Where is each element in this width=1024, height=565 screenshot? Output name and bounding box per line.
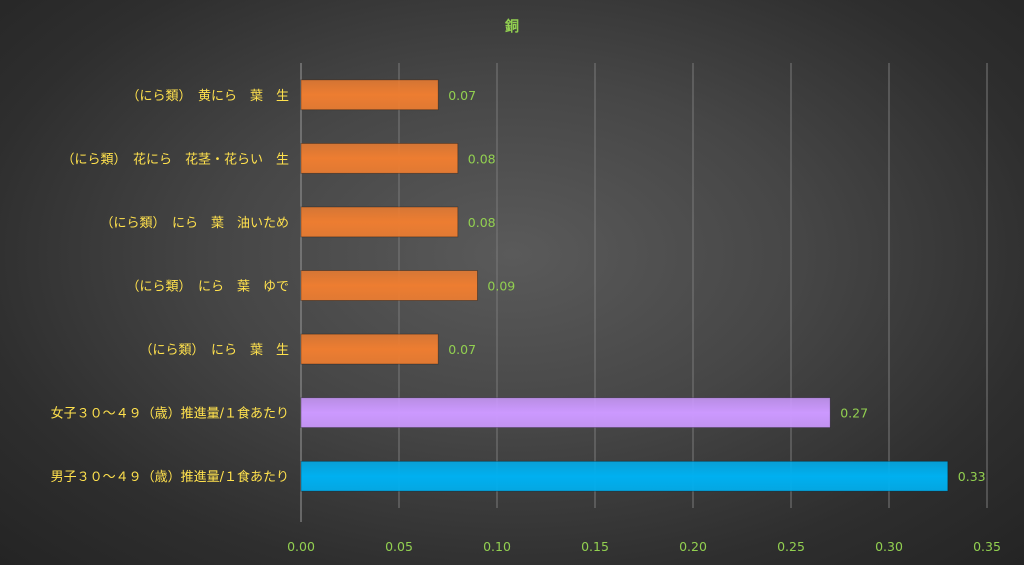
bar <box>300 79 439 111</box>
chart-title: 銅 <box>505 18 519 35</box>
data-label: 0.07 <box>448 342 476 357</box>
data-label: 0.07 <box>448 88 476 103</box>
x-tick-label: 0.20 <box>679 539 707 554</box>
data-labels: 0.07 0.08 0.08 0.09 0.07 0.27 0.33 <box>448 88 985 484</box>
category-label: （にら類） にら 葉 油いため <box>100 216 289 231</box>
x-tick-label: 0.05 <box>385 539 413 554</box>
category-label: 男子３０～４９（歳）推進量/１食あたり <box>51 469 289 485</box>
category-label: 女子３０～４９（歳）推進量/１食あたり <box>51 406 289 422</box>
bar <box>300 206 459 238</box>
bar <box>300 143 459 174</box>
category-labels: （にら類） 黄にら 葉 生 （にら類） 花にら 花茎・花らい 生 （にら類） にら … <box>51 89 289 485</box>
x-tick-label: 0.25 <box>777 539 805 554</box>
x-tick-label: 0.15 <box>581 539 609 554</box>
data-label: 0.08 <box>468 151 496 166</box>
category-label: （にら類） にら 葉 生 <box>139 343 289 358</box>
gridlines <box>300 63 988 522</box>
bar <box>300 397 831 428</box>
x-tick-labels: 0.00 0.05 0.10 0.15 0.20 0.25 0.30 0.35 <box>287 539 1001 554</box>
bars <box>300 79 949 492</box>
data-label: 0.27 <box>840 406 868 421</box>
category-label: （にら類） 花にら 花茎・花らい 生 <box>61 151 289 167</box>
bar <box>300 460 949 492</box>
category-label: （にら類） にら 葉 ゆで <box>126 280 289 295</box>
category-label: （にら類） 黄にら 葉 生 <box>126 89 289 104</box>
data-label: 0.33 <box>958 469 986 484</box>
data-label: 0.09 <box>487 279 515 294</box>
x-tick-label: 0.30 <box>875 539 903 554</box>
x-tick-label: 0.00 <box>287 539 315 554</box>
bar <box>300 270 478 301</box>
x-tick-label: 0.10 <box>483 539 511 554</box>
bar <box>300 333 439 365</box>
data-label: 0.08 <box>468 215 496 230</box>
x-tick-label: 0.35 <box>973 539 1001 554</box>
